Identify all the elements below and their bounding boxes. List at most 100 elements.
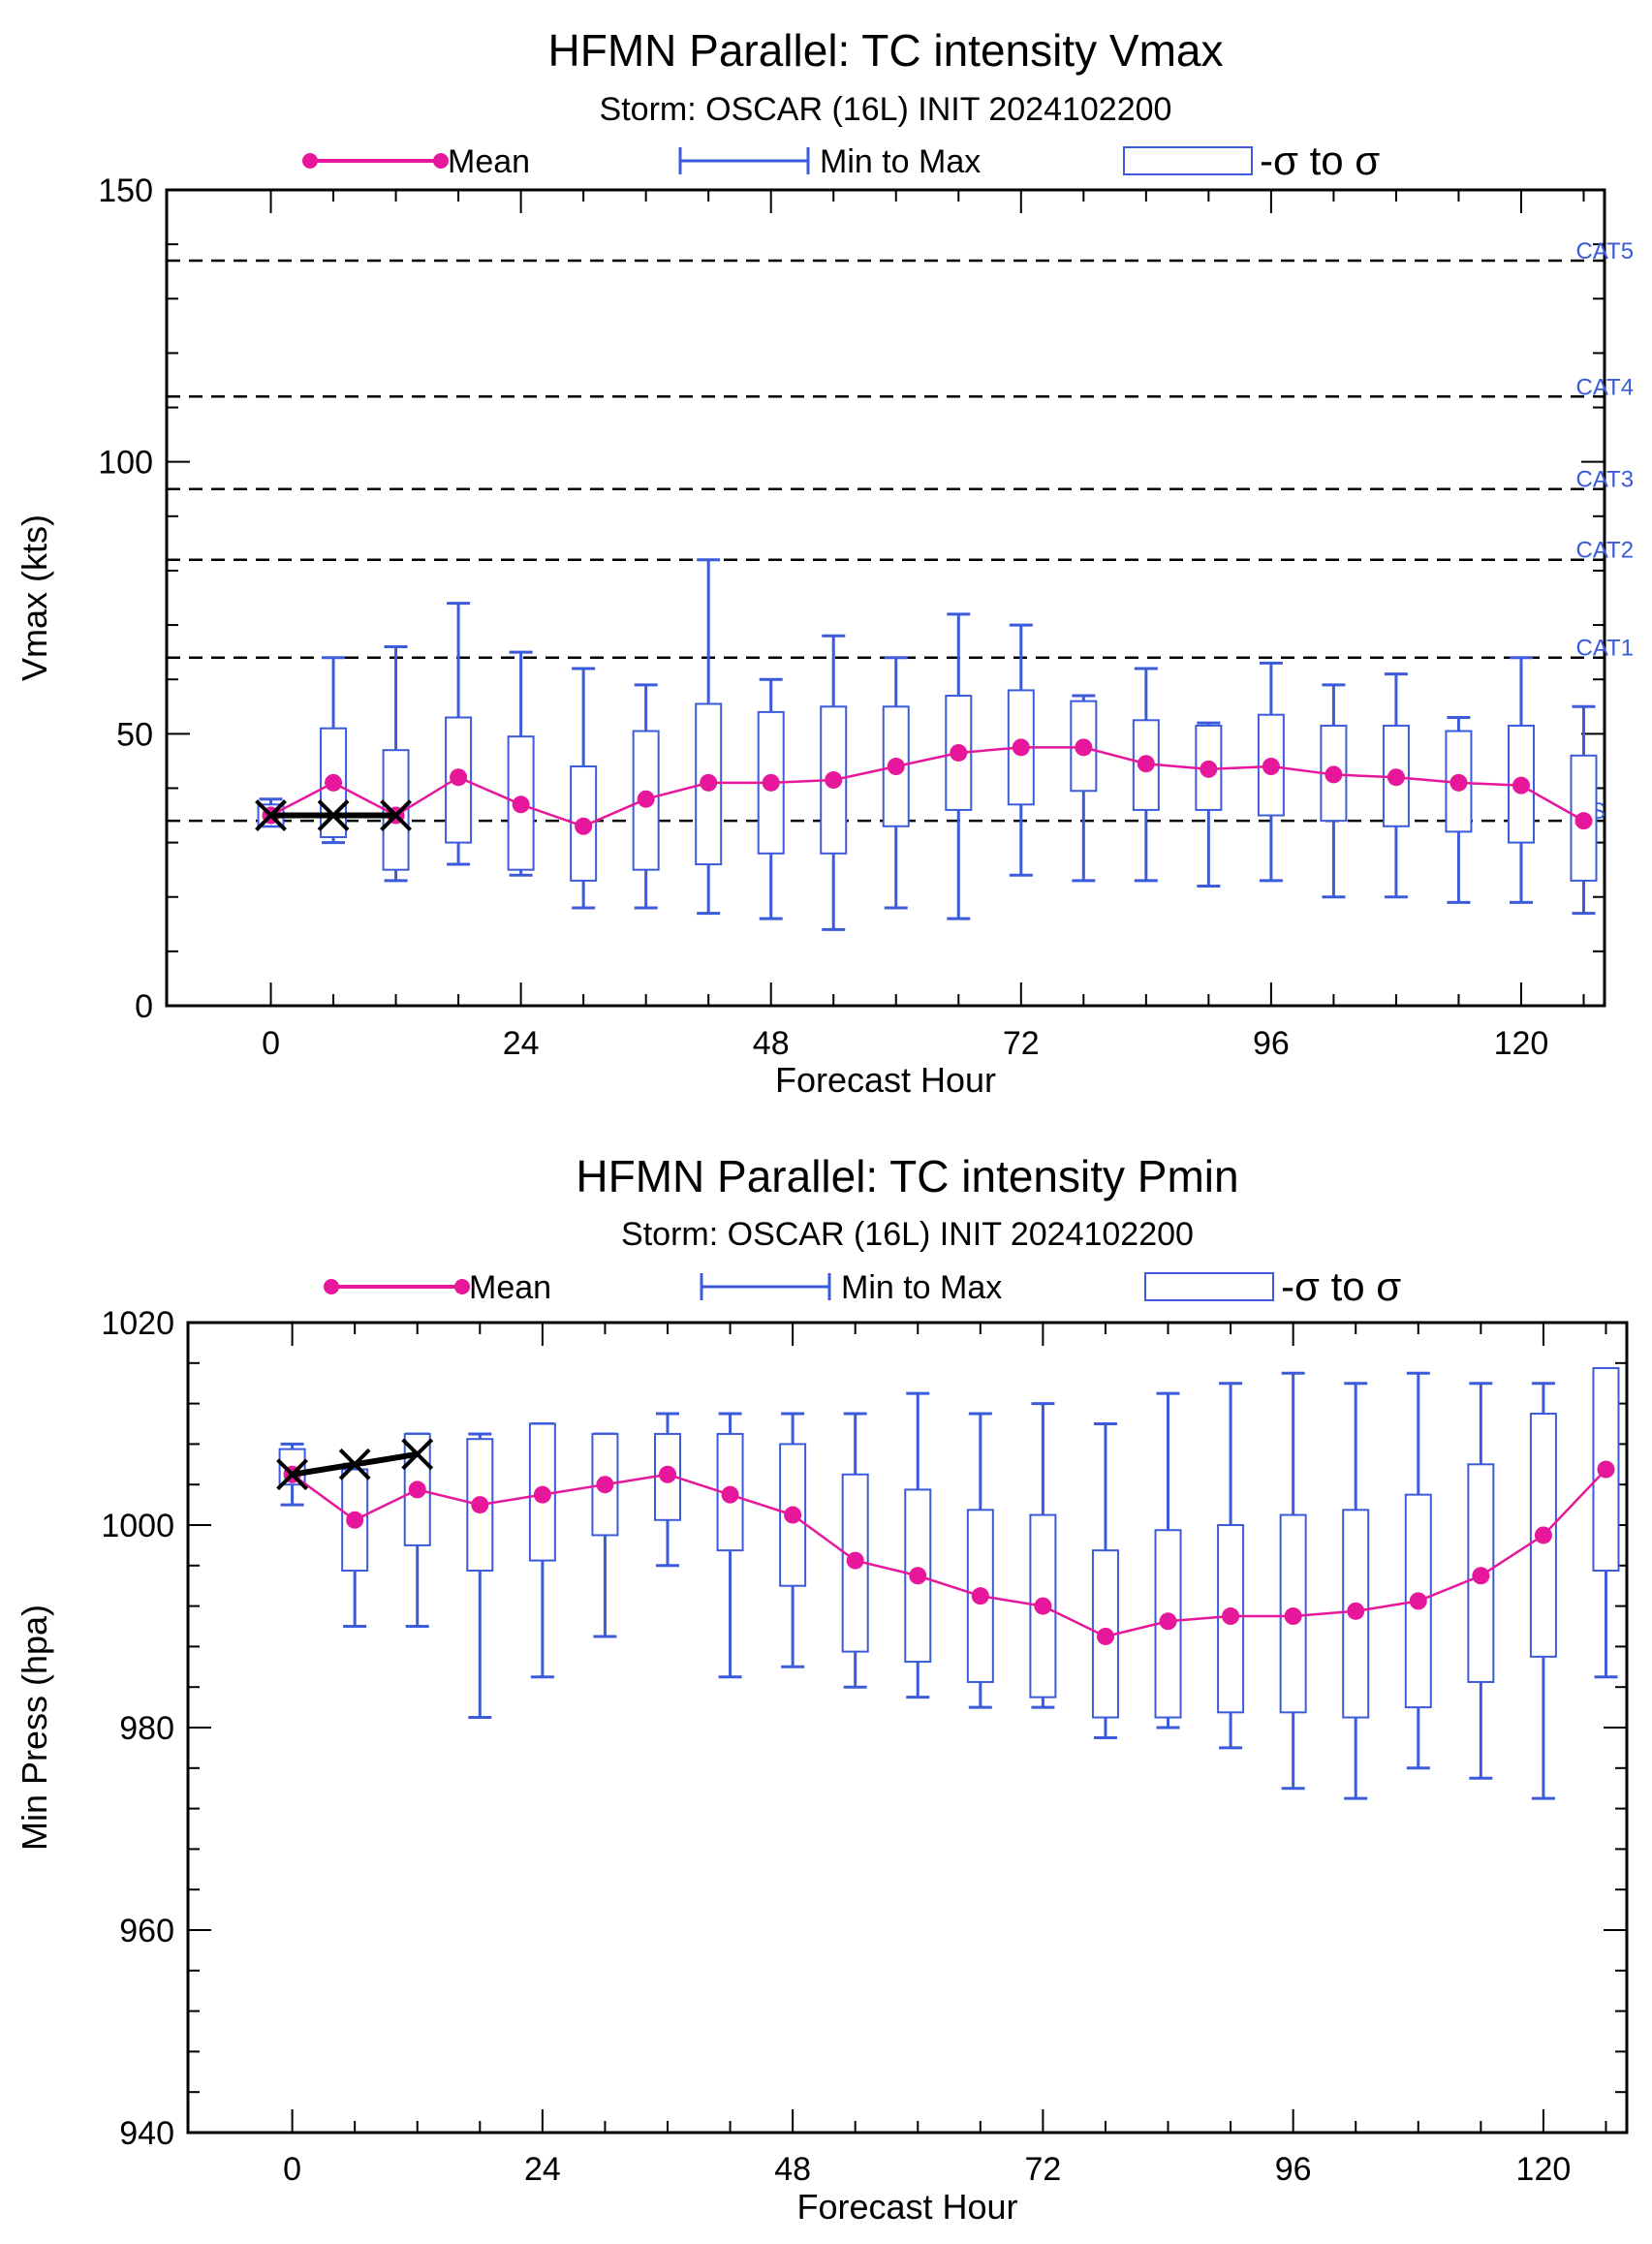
mean-point: [1409, 1592, 1427, 1610]
mean-point: [471, 1496, 489, 1514]
threshold-label: CAT2: [1575, 538, 1634, 564]
mean-point: [1222, 1607, 1240, 1626]
box-60: [882, 656, 910, 910]
threshold-label: CAT3: [1575, 467, 1634, 493]
x-tick-label: 96: [1275, 2151, 1312, 2188]
threshold-label: CAT4: [1575, 374, 1634, 400]
mean-point: [575, 817, 593, 835]
box-84: [1154, 1391, 1182, 1730]
box-60: [904, 1391, 932, 1699]
box-78: [1070, 694, 1098, 883]
mean-point: [1012, 738, 1030, 757]
observed-marker: [317, 799, 350, 831]
x-tick-label: 120: [1516, 2151, 1572, 2188]
mean-point: [596, 1476, 614, 1494]
mean-point: [512, 795, 530, 814]
observed-marker: [338, 1448, 371, 1480]
box-126: [1592, 1367, 1620, 1679]
observed-marker-stroke: [380, 799, 412, 831]
box-54: [841, 1412, 869, 1689]
legend-sigma-box: [1144, 1272, 1274, 1301]
box-48: [779, 1412, 807, 1668]
legend-mean-label: Mean: [448, 143, 530, 180]
box-30: [570, 667, 598, 910]
mean-point: [1159, 1612, 1177, 1631]
chart-vmax: HFMN Parallel: TC intensity Vmax Storm: O…: [15, 25, 1634, 1100]
y-tick-label: 1000: [101, 1508, 174, 1544]
x-tick-label: 72: [1024, 2151, 1061, 2188]
mean-point: [909, 1567, 927, 1585]
observed-marker-stroke: [401, 1438, 434, 1471]
x-axis-label: Forecast Hour: [796, 2187, 1017, 2227]
plot-frame: [165, 188, 1606, 1008]
box-30: [591, 1432, 619, 1638]
box-66: [966, 1412, 994, 1709]
mean-point: [784, 1506, 802, 1524]
box-108: [1404, 1371, 1432, 1770]
legend-mean-marker: [433, 153, 449, 169]
chart-subtitle: Storm: OSCAR (16L) INIT 2024102200: [600, 91, 1172, 128]
box-42: [695, 558, 723, 916]
x-tick-label: 48: [774, 2151, 811, 2188]
y-tick-label: 150: [98, 172, 153, 209]
box-72: [1029, 1402, 1057, 1709]
observed-marker-stroke: [317, 799, 350, 831]
observed-marker-stroke: [276, 1458, 309, 1491]
y-tick-label: 50: [116, 716, 153, 753]
mean-point: [1137, 755, 1155, 773]
y-tick-label: 960: [119, 1913, 174, 1949]
box-48: [757, 677, 785, 920]
x-tick-label: 24: [503, 1025, 540, 1062]
mean-line: [269, 746, 1585, 828]
chart-title: HFMN Parallel: TC intensity Vmax: [548, 25, 1224, 76]
box-66: [945, 612, 973, 920]
mean-point: [1597, 1460, 1615, 1479]
observed-marker: [380, 799, 412, 831]
mean-point: [721, 1485, 739, 1504]
x-tick-label: 48: [753, 1025, 790, 1062]
mean-point: [762, 773, 780, 792]
legend-sigma-label: -σ to σ: [1281, 1263, 1401, 1309]
y-tick-label: 940: [119, 2115, 174, 2152]
mean-point: [346, 1511, 364, 1529]
x-tick-label: 0: [283, 2151, 301, 2188]
box-12: [382, 645, 410, 883]
box-78: [1091, 1422, 1119, 1739]
mean-point: [1574, 812, 1593, 830]
observed-marker-stroke: [255, 799, 287, 831]
box-24: [507, 650, 535, 877]
mean-point: [1075, 738, 1093, 757]
legend-range-label: Min to Max: [820, 143, 981, 180]
mean-point: [1200, 760, 1218, 778]
mean-point: [1347, 1602, 1365, 1620]
mean-point: [450, 768, 468, 787]
x-tick-label: 0: [262, 1025, 280, 1062]
legend-mean-marker: [302, 153, 318, 169]
legend-mean-marker: [324, 1279, 339, 1294]
x-tick-label: 120: [1494, 1025, 1549, 1062]
legend: Mean Min to Max -σ to σ: [324, 1263, 1401, 1309]
chart-title: HFMN Parallel: TC intensity Pmin: [576, 1151, 1238, 1201]
mean-point: [887, 758, 905, 776]
chart-subtitle: Storm: OSCAR (16L) INIT 2024102200: [621, 1216, 1194, 1253]
mean-point: [533, 1485, 551, 1504]
chart-pmin: HFMN Parallel: TC intensity Pmin Storm: O…: [15, 1151, 1629, 2227]
legend-sigma-label: -σ to σ: [1260, 138, 1380, 183]
mean-point: [1034, 1597, 1052, 1615]
mean-point: [825, 771, 843, 790]
box-24: [528, 1422, 556, 1679]
threshold-label: CAT5: [1575, 238, 1634, 265]
y-tick-label: 1020: [101, 1305, 174, 1342]
legend-sigma-box: [1123, 146, 1253, 175]
mean-line: [291, 1468, 1607, 1638]
mean-point: [1534, 1526, 1552, 1544]
observed-marker-stroke: [338, 1448, 371, 1480]
mean-point: [1472, 1567, 1490, 1585]
mean-point: [1387, 768, 1405, 787]
mean-point: [1284, 1607, 1302, 1626]
x-axis-label: Forecast Hour: [775, 1060, 996, 1100]
mean-point: [325, 773, 343, 792]
x-tick-label: 24: [524, 2151, 561, 2188]
box-120: [1529, 1382, 1557, 1800]
